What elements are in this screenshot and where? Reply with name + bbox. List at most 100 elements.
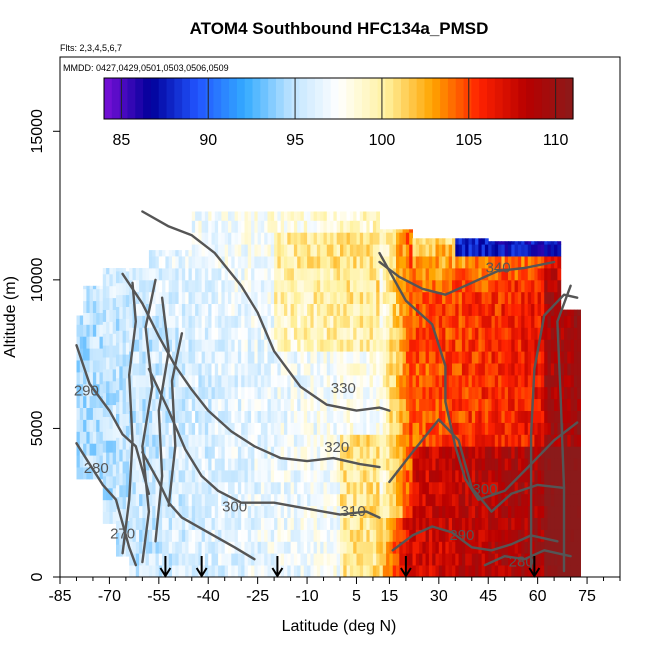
heatmap-cell	[349, 541, 354, 554]
heatmap-cell	[452, 256, 456, 269]
heatmap-cell	[445, 553, 450, 566]
heatmap-cell	[432, 505, 436, 518]
heatmap-cell	[369, 493, 374, 507]
heatmap-cell	[244, 256, 249, 269]
heatmap-cell	[148, 422, 153, 435]
heatmap-cell	[448, 244, 453, 257]
heatmap-cell	[402, 244, 407, 257]
heatmap-cell	[491, 410, 496, 423]
heatmap-cell	[432, 541, 436, 554]
heatmap-cell	[290, 505, 295, 518]
heatmap-cell	[564, 386, 568, 400]
heatmap-cell	[122, 366, 127, 379]
heatmap-cell	[247, 351, 252, 364]
heatmap-cell	[148, 339, 153, 352]
heatmap-cell	[175, 529, 180, 542]
x-tick-label: 30	[430, 588, 448, 605]
heatmap-cell	[376, 256, 380, 269]
heatmap-cell	[537, 386, 542, 400]
heatmap-cell	[307, 339, 311, 352]
heatmap-cell	[86, 467, 91, 480]
heatmap-cell	[389, 422, 394, 435]
heatmap-cell	[122, 425, 127, 438]
heatmap-cell	[435, 541, 440, 554]
heatmap-cell	[392, 351, 397, 364]
heatmap-cell	[412, 458, 417, 471]
heatmap-cell	[168, 339, 173, 352]
heatmap-cell	[465, 470, 469, 483]
heatmap-cell	[425, 268, 430, 281]
heatmap-cell	[287, 565, 292, 577]
heatmap-cell	[102, 392, 107, 406]
heatmap-cell	[363, 220, 367, 233]
heatmap-cell	[517, 291, 522, 304]
heatmap-cell	[284, 386, 288, 400]
heatmap-cell	[471, 481, 476, 495]
heatmap-cell	[461, 398, 466, 411]
heatmap-cell	[343, 517, 348, 530]
heatmap-cell	[527, 315, 532, 328]
heatmap-cell	[399, 458, 404, 471]
heatmap-cell	[234, 398, 239, 411]
heatmap-cell	[99, 312, 104, 325]
heatmap-cell	[106, 285, 110, 299]
heatmap-cell	[251, 279, 255, 293]
heatmap-cell	[241, 398, 245, 411]
colorbar-cell	[189, 78, 199, 119]
heatmap-cell	[152, 517, 156, 530]
heatmap-cell	[494, 374, 499, 388]
heatmap-cell	[274, 256, 278, 269]
heatmap-cell	[557, 327, 562, 340]
heatmap-cell	[270, 291, 275, 304]
heatmap-cell	[211, 553, 216, 566]
heatmap-cell	[260, 529, 265, 542]
heatmap-cell	[198, 279, 203, 293]
heatmap-cell	[303, 541, 308, 554]
heatmap-cell	[531, 422, 535, 435]
heatmap-cell	[372, 363, 377, 376]
heatmap-cell	[195, 565, 199, 577]
heatmap-cell	[343, 565, 348, 577]
colorbar-cell	[135, 78, 144, 119]
heatmap-cell	[488, 351, 492, 364]
heatmap-cell	[567, 458, 572, 471]
colorbar-cell	[111, 78, 121, 119]
heatmap-cell	[247, 505, 252, 518]
heatmap-cell	[340, 398, 344, 411]
heatmap-cell	[540, 541, 545, 554]
heatmap-cell	[198, 529, 203, 542]
heatmap-cell	[224, 268, 229, 281]
heatmap-cell	[501, 481, 506, 495]
heatmap-cell	[293, 565, 298, 577]
heatmap-cell	[303, 470, 308, 483]
heatmap-cell	[195, 529, 199, 542]
heatmap-cell	[257, 553, 262, 566]
colorbar-cell	[510, 78, 519, 119]
heatmap-cell	[517, 339, 522, 352]
heatmap-cell	[396, 422, 400, 435]
heatmap-cell	[86, 443, 91, 456]
heatmap-cell	[181, 250, 186, 257]
heatmap-cell	[254, 386, 259, 400]
heatmap-cell	[369, 410, 374, 423]
heatmap-cell	[392, 232, 397, 245]
heatmap-cell	[251, 268, 255, 281]
heatmap-cell	[336, 505, 341, 518]
heatmap-cell	[527, 493, 532, 507]
heatmap-cell	[336, 398, 341, 411]
heatmap-cell	[181, 541, 186, 554]
heatmap-cell	[435, 458, 440, 471]
heatmap-cell	[139, 505, 143, 518]
heatmap-cell	[517, 422, 522, 435]
heatmap-cell	[83, 300, 87, 313]
heatmap-cell	[409, 434, 413, 447]
heatmap-cell	[152, 363, 156, 376]
heatmap-cell	[527, 446, 532, 459]
heatmap-cell	[399, 303, 404, 316]
heatmap-cell	[313, 410, 318, 423]
heatmap-cell	[349, 422, 354, 435]
heatmap-cell	[274, 470, 278, 483]
heatmap-cell	[399, 517, 404, 530]
heatmap-cell	[577, 541, 581, 554]
heatmap-cell	[313, 398, 318, 411]
